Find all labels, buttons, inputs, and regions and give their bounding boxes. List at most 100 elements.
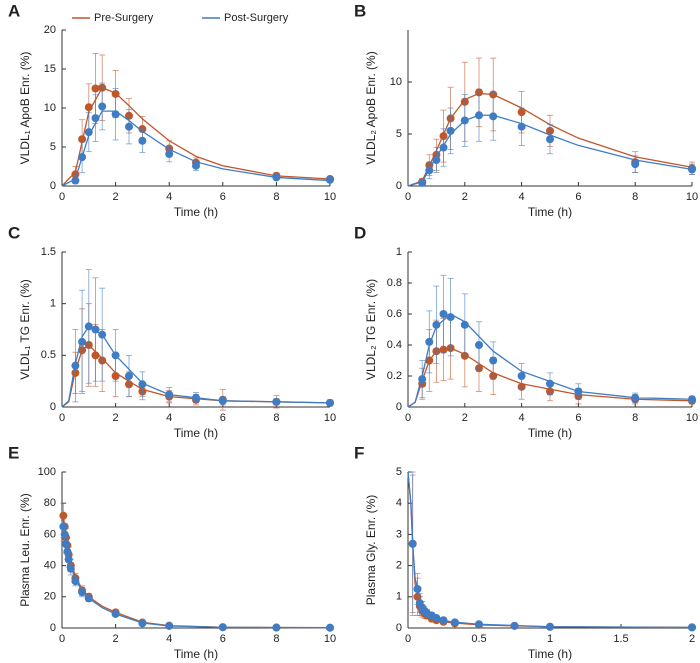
x-tick-label: 10 xyxy=(686,191,698,203)
data-point xyxy=(326,175,334,184)
x-tick-label: 6 xyxy=(220,412,226,424)
x-tick-label: 2 xyxy=(113,191,119,203)
data-point xyxy=(138,619,147,628)
x-tick-label: 10 xyxy=(324,191,336,203)
data-point xyxy=(446,313,455,322)
x-tick-label: 0 xyxy=(405,191,411,203)
data-point xyxy=(418,375,427,384)
data-point xyxy=(272,173,281,182)
y-tick-label: 2 xyxy=(396,560,402,572)
y-axis-label: VLDL₂ ApoB Enr. (%) xyxy=(364,51,378,164)
panel-label: F xyxy=(354,443,364,462)
x-tick-label: 4 xyxy=(166,412,172,424)
data-point xyxy=(631,393,640,402)
data-point xyxy=(688,395,696,404)
x-tick-label: 2 xyxy=(462,412,468,424)
x-axis-label: Time (h) xyxy=(174,426,218,440)
fit-curve xyxy=(61,110,331,187)
x-tick-label: 1 xyxy=(547,633,553,645)
y-tick-label: 0 xyxy=(396,401,402,413)
data-point xyxy=(111,609,120,618)
legend-label: Pre-Surgery xyxy=(94,12,154,24)
fit-curve xyxy=(407,471,693,629)
data-point xyxy=(418,178,427,187)
data-point xyxy=(475,620,483,629)
data-point xyxy=(489,356,498,365)
x-tick-label: 4 xyxy=(166,633,172,645)
data-point xyxy=(439,310,448,318)
y-tick-label: 0.2 xyxy=(387,370,402,382)
x-tick-label: 6 xyxy=(220,633,226,645)
data-point xyxy=(64,555,73,564)
y-tick-label: 15 xyxy=(44,63,56,75)
data-point xyxy=(425,166,434,175)
fit-curve xyxy=(61,521,331,629)
data-point xyxy=(439,616,448,625)
x-tick-label: 6 xyxy=(220,191,226,203)
data-point xyxy=(546,622,554,631)
data-point xyxy=(460,116,469,125)
x-tick-label: 4 xyxy=(166,191,172,203)
data-point xyxy=(60,530,69,539)
y-tick-label: 100 xyxy=(38,466,56,478)
legend-label: Post-Surgery xyxy=(224,12,289,24)
data-point xyxy=(688,165,696,174)
data-point xyxy=(91,325,100,334)
fit-curve xyxy=(61,510,331,629)
x-tick-label: 0 xyxy=(405,412,411,424)
y-axis-label: VLDL₁ TG Enr. (%) xyxy=(18,279,32,380)
data-point xyxy=(272,397,281,406)
fit-curve xyxy=(61,86,331,187)
data-point xyxy=(574,387,583,396)
data-point xyxy=(510,621,519,630)
y-tick-label: 40 xyxy=(44,560,56,572)
data-point xyxy=(413,585,422,593)
y-tick-label: 0 xyxy=(50,401,56,413)
x-tick-label: 8 xyxy=(273,191,279,203)
data-point xyxy=(165,390,174,399)
x-tick-label: 4 xyxy=(519,412,525,424)
data-point xyxy=(71,577,80,586)
y-axis-label: VLDL₁ ApoB Enr. (%) xyxy=(18,52,32,165)
y-tick-label: 5 xyxy=(396,128,402,140)
y-tick-label: 0.4 xyxy=(387,339,402,351)
data-point xyxy=(272,623,281,632)
data-point xyxy=(125,372,133,380)
y-tick-label: 1.5 xyxy=(41,246,56,258)
data-point xyxy=(165,621,174,630)
data-point xyxy=(78,337,87,346)
data-point xyxy=(517,122,526,131)
data-point xyxy=(59,522,68,531)
data-point xyxy=(125,122,133,131)
data-point xyxy=(78,153,87,162)
data-point xyxy=(432,614,441,623)
data-point xyxy=(71,176,80,185)
data-point xyxy=(517,372,526,380)
y-tick-label: 20 xyxy=(44,591,56,603)
x-tick-label: 0 xyxy=(59,633,65,645)
y-axis-label: Plasma Leu. Enr. (%) xyxy=(18,493,32,606)
y-tick-label: 1 xyxy=(396,591,402,603)
x-tick-label: 0 xyxy=(59,191,65,203)
x-tick-label: 8 xyxy=(632,412,638,424)
x-axis-label: Time (h) xyxy=(528,647,572,661)
y-tick-label: 4 xyxy=(396,497,402,509)
data-point xyxy=(475,341,483,349)
y-tick-label: 1 xyxy=(50,298,56,310)
y-tick-label: 1 xyxy=(396,246,402,258)
x-tick-label: 2 xyxy=(113,633,119,645)
data-point xyxy=(66,564,75,573)
data-point xyxy=(165,150,174,159)
data-point xyxy=(450,618,459,627)
fit-curve xyxy=(407,471,693,629)
panel-label: C xyxy=(8,223,20,242)
data-point xyxy=(688,623,696,632)
data-point xyxy=(192,393,200,402)
data-point xyxy=(62,539,71,548)
data-point xyxy=(432,156,441,164)
data-point xyxy=(546,379,554,388)
data-point xyxy=(432,320,441,329)
y-tick-label: 0.6 xyxy=(387,308,402,320)
y-tick-label: 3 xyxy=(396,528,402,540)
data-point xyxy=(138,380,147,389)
